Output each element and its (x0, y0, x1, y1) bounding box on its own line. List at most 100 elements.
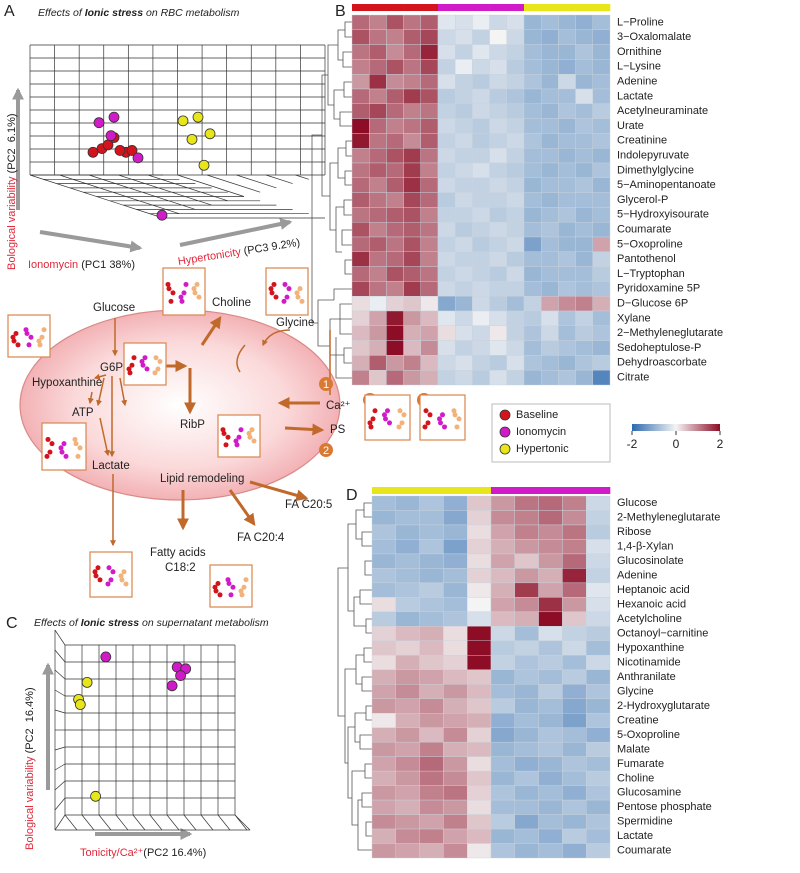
heatmap-cell (586, 626, 611, 642)
heatmap-cell (558, 192, 576, 208)
row-label: Choline (617, 772, 654, 784)
heatmap-cell (420, 192, 439, 208)
heatmap-cell (403, 355, 422, 371)
node-label: PS (330, 424, 346, 436)
heatmap-cell (420, 177, 439, 193)
heatmap-cell (514, 799, 539, 815)
inset-plot (7, 314, 51, 358)
inset-dot (73, 441, 79, 447)
heatmap-cell (592, 221, 611, 238)
heatmap-cell (369, 355, 387, 371)
label-part: (PC3 9.2%) (240, 237, 301, 258)
heatmap-cell (420, 266, 439, 282)
frame (132, 814, 146, 831)
inset-dot (181, 290, 187, 296)
frame (265, 174, 293, 184)
row-label: Fumarate (617, 758, 664, 770)
inset-dot (401, 412, 407, 418)
heatmap-cell (419, 611, 444, 627)
inset-dot (437, 416, 442, 422)
inset-dot (215, 580, 221, 586)
heatmap-cell (455, 370, 473, 386)
colorbar-tick-label: 2 (717, 437, 724, 451)
heatmap-cell (514, 539, 539, 555)
heatmap-cell (386, 340, 404, 356)
heatmap-cell (541, 118, 559, 134)
heatmap-cell (541, 266, 559, 282)
heatmap-cell (472, 162, 490, 179)
inset-dot (269, 290, 275, 296)
heatmap-cell (538, 814, 563, 830)
inset-dot (299, 298, 305, 304)
heatmap-cell (455, 207, 473, 223)
heatmap-cell (592, 207, 611, 223)
inset-dot (36, 338, 42, 344)
heatmap-cell (558, 325, 576, 341)
heatmap-cell (443, 640, 468, 656)
heatmap-cell (351, 236, 370, 253)
inset-plot (89, 551, 133, 598)
inset-dot (246, 430, 252, 436)
inset-dot (59, 449, 65, 455)
heatmap-cell (395, 770, 420, 786)
heatmap-cell (472, 236, 490, 253)
heatmap-cell (506, 29, 525, 45)
heatmap-cell (538, 770, 563, 786)
row-label: 5−Oxoproline (617, 238, 683, 250)
heatmap-cell (386, 281, 404, 297)
heatmap-cell (514, 582, 539, 598)
heatmap-cell (490, 553, 515, 569)
heatmap-cell (562, 626, 587, 642)
heatmap-cell (489, 355, 508, 371)
row-label: Glucosinolate (617, 555, 684, 567)
heatmap-cell (541, 251, 559, 267)
inset-dot (15, 342, 21, 348)
heatmap-cell (586, 741, 611, 757)
heatmap-cell (369, 281, 387, 297)
heatmap-cell (514, 814, 539, 830)
heatmap-cell (437, 296, 456, 312)
inset-dot (23, 327, 29, 333)
row-label: Lactate (617, 90, 653, 102)
row-label: Heptanoic acid (617, 584, 690, 596)
heatmap-cell (506, 340, 525, 356)
inset-dot (241, 584, 247, 590)
inset-dot (294, 290, 300, 296)
row-label: Glycerol-P (617, 194, 668, 206)
heatmap-cell (575, 281, 593, 297)
heatmap-cell (575, 73, 593, 90)
heatmap-cell (541, 44, 559, 60)
heatmap-cell (455, 296, 473, 312)
inset-dot (243, 577, 249, 583)
heatmap-cell (351, 370, 370, 386)
heatmap-cell (592, 88, 611, 105)
heatmap-cell (395, 510, 420, 526)
inset-dot (385, 408, 390, 414)
heatmap-cell (592, 147, 611, 164)
heatmap-cell (467, 582, 492, 598)
y-axis-label: Bological variability (PC2 16.4%) (24, 687, 36, 850)
heatmap-cell (371, 828, 396, 844)
inset-dot (93, 573, 99, 579)
heatmap-cell (514, 741, 539, 757)
row-label: Glycine (617, 685, 654, 697)
heatmap-cell (437, 340, 456, 356)
heatmap-cell (506, 59, 525, 75)
heatmap-cell (443, 828, 468, 844)
heatmap-cell (558, 177, 576, 193)
heatmap-cell (419, 698, 444, 714)
heatmap-cell (514, 495, 539, 511)
heatmap-cell (562, 684, 587, 699)
heatmap-cell (455, 236, 473, 253)
heatmap-cell (490, 727, 515, 743)
heatmap-cell (403, 162, 422, 179)
inset-dot (387, 420, 392, 426)
heatmap-cell (523, 340, 542, 356)
inset-dot (140, 362, 146, 368)
heatmap-cell (437, 266, 456, 282)
heatmap-cell (541, 192, 559, 208)
heatmap-cell (489, 325, 508, 341)
legend-marker (499, 426, 511, 438)
heatmap-cell (371, 799, 396, 815)
inset-dot (196, 294, 202, 300)
